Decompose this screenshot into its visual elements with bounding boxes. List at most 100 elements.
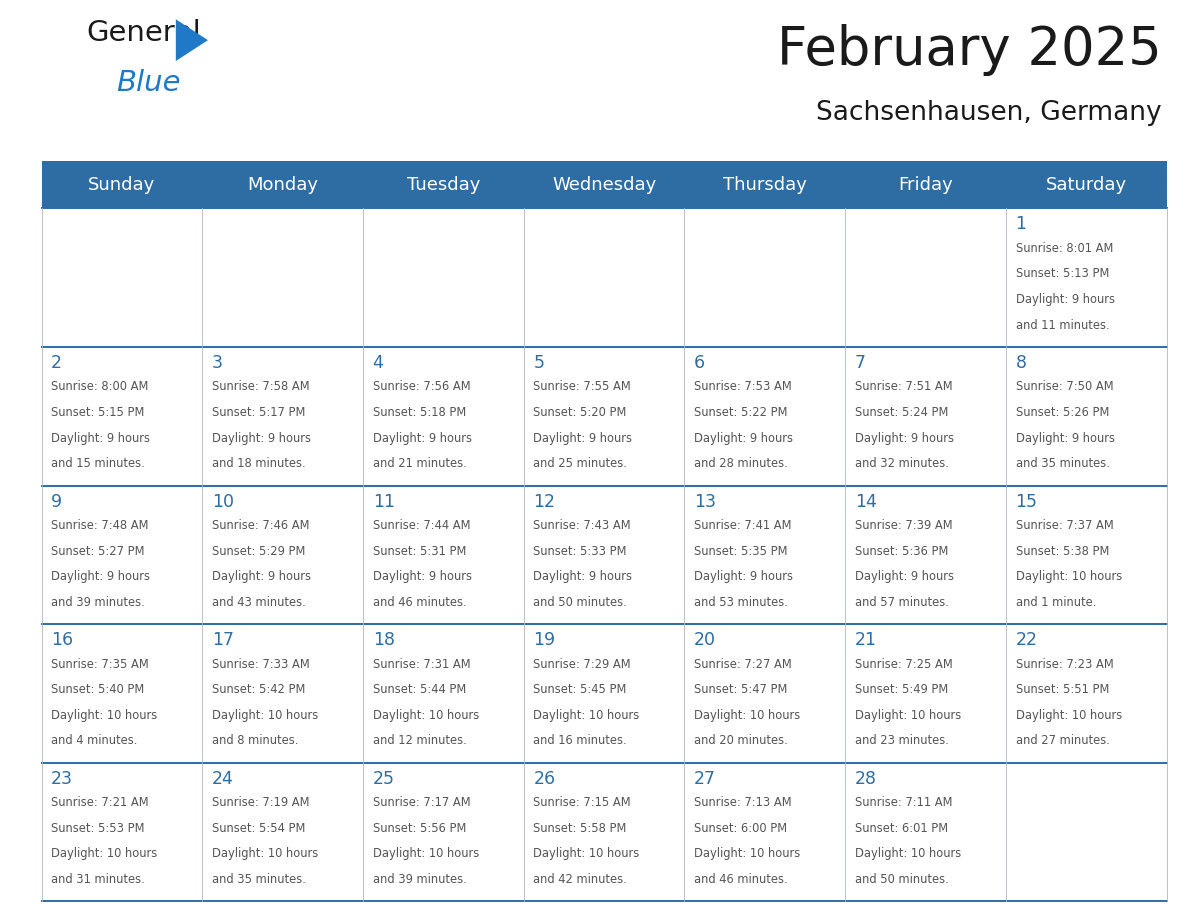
Text: Sunset: 5:29 PM: Sunset: 5:29 PM [211, 544, 305, 557]
Text: Sunset: 5:44 PM: Sunset: 5:44 PM [373, 683, 466, 696]
Text: and 21 minutes.: and 21 minutes. [373, 457, 467, 470]
Text: Daylight: 9 hours: Daylight: 9 hours [694, 431, 794, 444]
Text: 7: 7 [855, 354, 866, 372]
Text: Sunrise: 7:55 AM: Sunrise: 7:55 AM [533, 380, 631, 393]
Text: Daylight: 10 hours: Daylight: 10 hours [373, 847, 479, 860]
Text: Sunset: 5:22 PM: Sunset: 5:22 PM [694, 406, 788, 419]
Text: and 12 minutes.: and 12 minutes. [373, 734, 467, 747]
Text: 14: 14 [855, 493, 877, 510]
Text: Sachsenhausen, Germany: Sachsenhausen, Germany [816, 99, 1162, 126]
Text: Daylight: 9 hours: Daylight: 9 hours [211, 431, 311, 444]
Text: 16: 16 [51, 632, 74, 649]
Text: and 50 minutes.: and 50 minutes. [855, 873, 948, 886]
Text: Daylight: 10 hours: Daylight: 10 hours [1016, 709, 1121, 722]
Text: Sunrise: 7:53 AM: Sunrise: 7:53 AM [694, 380, 792, 393]
Text: and 32 minutes.: and 32 minutes. [855, 457, 949, 470]
Text: and 35 minutes.: and 35 minutes. [211, 873, 305, 886]
Text: Daylight: 9 hours: Daylight: 9 hours [1016, 293, 1114, 306]
Text: 3: 3 [211, 354, 223, 372]
Text: 28: 28 [855, 770, 877, 788]
Text: Daylight: 9 hours: Daylight: 9 hours [694, 570, 794, 583]
Text: Sunrise: 8:00 AM: Sunrise: 8:00 AM [51, 380, 148, 393]
Text: 22: 22 [1016, 632, 1037, 649]
Text: Sunrise: 7:11 AM: Sunrise: 7:11 AM [855, 796, 953, 809]
Text: and 39 minutes.: and 39 minutes. [51, 596, 145, 609]
Text: 20: 20 [694, 632, 716, 649]
Text: Sunrise: 7:17 AM: Sunrise: 7:17 AM [373, 796, 470, 809]
Text: Sunrise: 7:35 AM: Sunrise: 7:35 AM [51, 657, 148, 670]
Text: Sunset: 5:31 PM: Sunset: 5:31 PM [373, 544, 466, 557]
Text: Daylight: 9 hours: Daylight: 9 hours [533, 431, 632, 444]
Text: Sunrise: 7:58 AM: Sunrise: 7:58 AM [211, 380, 310, 393]
Text: Sunrise: 7:13 AM: Sunrise: 7:13 AM [694, 796, 791, 809]
Text: Sunrise: 7:51 AM: Sunrise: 7:51 AM [855, 380, 953, 393]
Text: and 28 minutes.: and 28 minutes. [694, 457, 788, 470]
Text: Sunset: 5:24 PM: Sunset: 5:24 PM [855, 406, 948, 419]
Text: General: General [87, 19, 202, 48]
Text: Daylight: 9 hours: Daylight: 9 hours [373, 431, 472, 444]
Text: and 1 minute.: and 1 minute. [1016, 596, 1095, 609]
Text: Friday: Friday [898, 175, 953, 194]
Text: Sunset: 5:45 PM: Sunset: 5:45 PM [533, 683, 627, 696]
Text: Daylight: 10 hours: Daylight: 10 hours [855, 847, 961, 860]
Text: Sunset: 5:20 PM: Sunset: 5:20 PM [533, 406, 627, 419]
Text: Sunrise: 7:19 AM: Sunrise: 7:19 AM [211, 796, 309, 809]
Text: and 18 minutes.: and 18 minutes. [211, 457, 305, 470]
Text: Sunrise: 7:44 AM: Sunrise: 7:44 AM [373, 519, 470, 532]
Text: Daylight: 10 hours: Daylight: 10 hours [51, 847, 158, 860]
Text: and 20 minutes.: and 20 minutes. [694, 734, 788, 747]
Text: Sunrise: 7:31 AM: Sunrise: 7:31 AM [373, 657, 470, 670]
Text: 10: 10 [211, 493, 234, 510]
Text: Sunset: 5:35 PM: Sunset: 5:35 PM [694, 544, 788, 557]
Text: Sunset: 5:54 PM: Sunset: 5:54 PM [211, 822, 305, 834]
Text: and 27 minutes.: and 27 minutes. [1016, 734, 1110, 747]
Text: 13: 13 [694, 493, 716, 510]
Text: and 23 minutes.: and 23 minutes. [855, 734, 949, 747]
Text: Monday: Monday [247, 175, 318, 194]
Text: Sunset: 5:42 PM: Sunset: 5:42 PM [211, 683, 305, 696]
Text: Sunrise: 7:25 AM: Sunrise: 7:25 AM [855, 657, 953, 670]
Text: Sunrise: 7:15 AM: Sunrise: 7:15 AM [533, 796, 631, 809]
Text: Sunset: 5:33 PM: Sunset: 5:33 PM [533, 544, 627, 557]
Text: Thursday: Thursday [722, 175, 807, 194]
Text: Daylight: 9 hours: Daylight: 9 hours [855, 570, 954, 583]
Text: Daylight: 10 hours: Daylight: 10 hours [855, 709, 961, 722]
Text: and 39 minutes.: and 39 minutes. [373, 873, 467, 886]
Text: and 50 minutes.: and 50 minutes. [533, 596, 627, 609]
Text: Sunrise: 7:46 AM: Sunrise: 7:46 AM [211, 519, 309, 532]
Text: Sunrise: 7:39 AM: Sunrise: 7:39 AM [855, 519, 953, 532]
Text: and 57 minutes.: and 57 minutes. [855, 596, 949, 609]
Text: Daylight: 9 hours: Daylight: 9 hours [51, 431, 150, 444]
Text: and 16 minutes.: and 16 minutes. [533, 734, 627, 747]
Text: Daylight: 9 hours: Daylight: 9 hours [211, 570, 311, 583]
Text: Sunset: 5:40 PM: Sunset: 5:40 PM [51, 683, 145, 696]
Text: Daylight: 10 hours: Daylight: 10 hours [694, 847, 801, 860]
Text: Daylight: 10 hours: Daylight: 10 hours [1016, 570, 1121, 583]
Text: 11: 11 [373, 493, 394, 510]
Text: Daylight: 10 hours: Daylight: 10 hours [211, 847, 318, 860]
Text: and 46 minutes.: and 46 minutes. [373, 596, 466, 609]
Text: and 31 minutes.: and 31 minutes. [51, 873, 145, 886]
Text: 6: 6 [694, 354, 706, 372]
Text: Wednesday: Wednesday [552, 175, 656, 194]
Text: Sunset: 6:00 PM: Sunset: 6:00 PM [694, 822, 788, 834]
Text: Sunset: 6:01 PM: Sunset: 6:01 PM [855, 822, 948, 834]
Text: 18: 18 [373, 632, 394, 649]
Text: 4: 4 [373, 354, 384, 372]
Text: 26: 26 [533, 770, 556, 788]
Text: 21: 21 [855, 632, 877, 649]
Text: Sunset: 5:47 PM: Sunset: 5:47 PM [694, 683, 788, 696]
Text: Sunday: Sunday [88, 175, 156, 194]
Text: and 53 minutes.: and 53 minutes. [694, 596, 788, 609]
Text: Daylight: 9 hours: Daylight: 9 hours [373, 570, 472, 583]
Text: Sunrise: 7:33 AM: Sunrise: 7:33 AM [211, 657, 310, 670]
Text: Sunrise: 7:56 AM: Sunrise: 7:56 AM [373, 380, 470, 393]
Text: and 4 minutes.: and 4 minutes. [51, 734, 138, 747]
Text: Sunset: 5:36 PM: Sunset: 5:36 PM [855, 544, 948, 557]
Text: Saturday: Saturday [1045, 175, 1127, 194]
Text: Daylight: 10 hours: Daylight: 10 hours [51, 709, 158, 722]
Text: Sunrise: 7:37 AM: Sunrise: 7:37 AM [1016, 519, 1113, 532]
Text: Sunrise: 8:01 AM: Sunrise: 8:01 AM [1016, 241, 1113, 254]
Text: Sunset: 5:13 PM: Sunset: 5:13 PM [1016, 267, 1108, 280]
Text: 9: 9 [51, 493, 62, 510]
